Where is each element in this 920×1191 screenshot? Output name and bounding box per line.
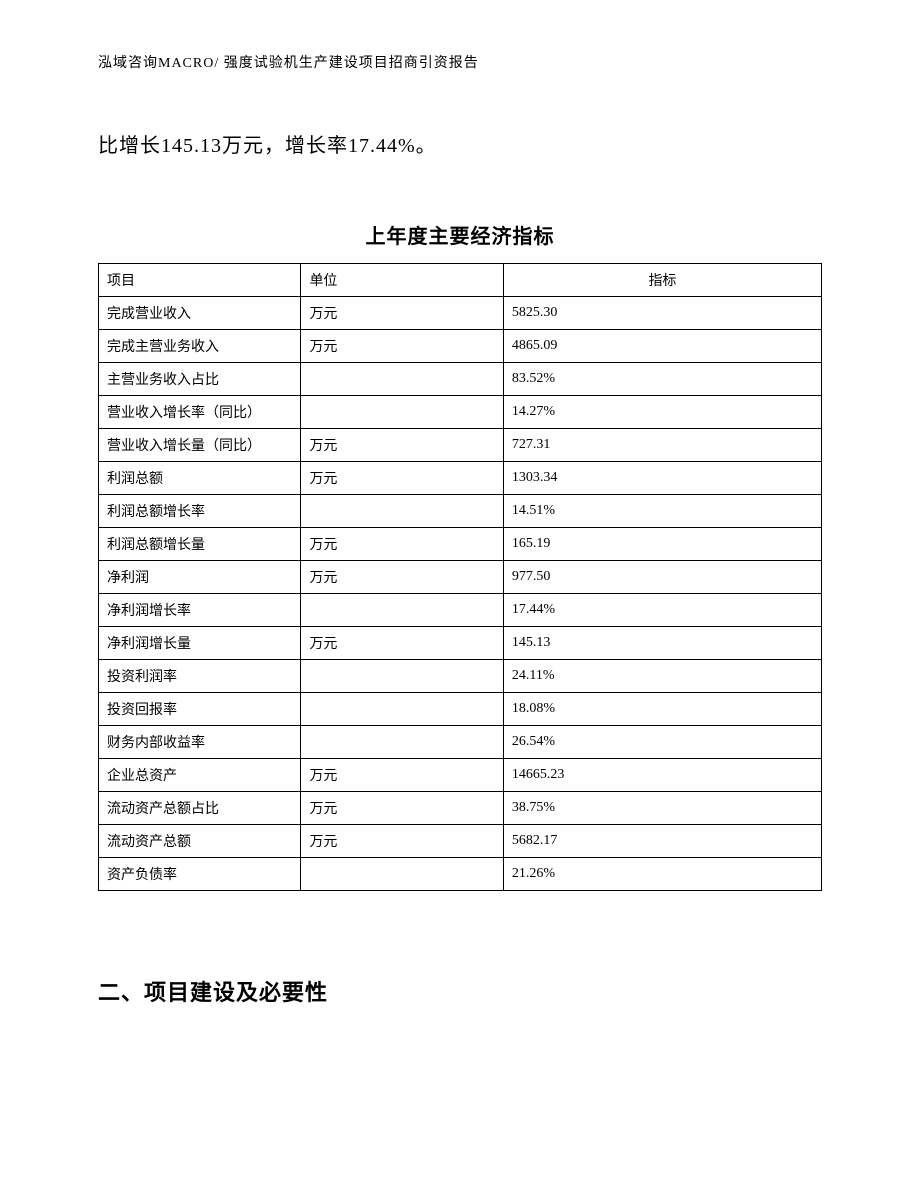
table-cell-unit xyxy=(301,726,503,759)
table-cell-item: 利润总额 xyxy=(99,462,301,495)
page-header: 泓域咨询MACRO/ 强度试验机生产建设项目招商引资报告 xyxy=(98,52,822,72)
table-cell-unit: 万元 xyxy=(301,627,503,660)
table-cell-value: 1303.34 xyxy=(503,462,821,495)
table-header-unit: 单位 xyxy=(301,264,503,297)
table-cell-item: 完成主营业务收入 xyxy=(99,330,301,363)
table-cell-value: 17.44% xyxy=(503,594,821,627)
table-cell-unit: 万元 xyxy=(301,528,503,561)
table-cell-item: 营业收入增长率（同比） xyxy=(99,396,301,429)
table-row: 完成营业收入万元5825.30 xyxy=(99,297,822,330)
table-row: 净利润增长率 17.44% xyxy=(99,594,822,627)
table-cell-value: 5682.17 xyxy=(503,825,821,858)
table-row: 利润总额万元1303.34 xyxy=(99,462,822,495)
table-cell-value: 165.19 xyxy=(503,528,821,561)
table-cell-unit: 万元 xyxy=(301,561,503,594)
table-row: 投资回报率 18.08% xyxy=(99,693,822,726)
table-row: 流动资产总额占比万元38.75% xyxy=(99,792,822,825)
table-cell-value: 727.31 xyxy=(503,429,821,462)
table-row: 净利润增长量万元145.13 xyxy=(99,627,822,660)
table-cell-unit: 万元 xyxy=(301,297,503,330)
table-header-value: 指标 xyxy=(503,264,821,297)
table-cell-value: 14665.23 xyxy=(503,759,821,792)
table-cell-unit: 万元 xyxy=(301,330,503,363)
table-row: 营业收入增长量（同比）万元727.31 xyxy=(99,429,822,462)
economics-table: 项目 单位 指标 完成营业收入万元5825.30完成主营业务收入万元4865.0… xyxy=(98,263,822,891)
table-cell-item: 资产负债率 xyxy=(99,858,301,891)
table-cell-value: 4865.09 xyxy=(503,330,821,363)
table-cell-unit: 万元 xyxy=(301,792,503,825)
table-cell-item: 利润总额增长率 xyxy=(99,495,301,528)
table-cell-item: 企业总资产 xyxy=(99,759,301,792)
table-cell-value: 21.26% xyxy=(503,858,821,891)
table-cell-unit xyxy=(301,660,503,693)
table-cell-unit xyxy=(301,495,503,528)
table-row: 净利润万元977.50 xyxy=(99,561,822,594)
table-cell-unit xyxy=(301,396,503,429)
table-row: 营业收入增长率（同比） 14.27% xyxy=(99,396,822,429)
table-row: 企业总资产万元14665.23 xyxy=(99,759,822,792)
table-header-row: 项目 单位 指标 xyxy=(99,264,822,297)
table-cell-item: 营业收入增长量（同比） xyxy=(99,429,301,462)
table-cell-value: 18.08% xyxy=(503,693,821,726)
table-header-item: 项目 xyxy=(99,264,301,297)
table-cell-unit: 万元 xyxy=(301,429,503,462)
table-cell-value: 83.52% xyxy=(503,363,821,396)
table-row: 财务内部收益率 26.54% xyxy=(99,726,822,759)
table-row: 完成主营业务收入万元4865.09 xyxy=(99,330,822,363)
table-cell-item: 净利润增长率 xyxy=(99,594,301,627)
table-cell-value: 24.11% xyxy=(503,660,821,693)
table-cell-unit: 万元 xyxy=(301,462,503,495)
table-cell-item: 主营业务收入占比 xyxy=(99,363,301,396)
table-row: 利润总额增长率 14.51% xyxy=(99,495,822,528)
table-row: 主营业务收入占比 83.52% xyxy=(99,363,822,396)
table-cell-value: 14.27% xyxy=(503,396,821,429)
table-cell-item: 投资回报率 xyxy=(99,693,301,726)
table-cell-unit xyxy=(301,858,503,891)
table-cell-value: 38.75% xyxy=(503,792,821,825)
table-cell-item: 投资利润率 xyxy=(99,660,301,693)
table-cell-item: 净利润增长量 xyxy=(99,627,301,660)
table-cell-item: 流动资产总额 xyxy=(99,825,301,858)
body-paragraph: 比增长145.13万元，增长率17.44%。 xyxy=(98,128,822,164)
table-cell-unit: 万元 xyxy=(301,825,503,858)
table-row: 流动资产总额万元5682.17 xyxy=(99,825,822,858)
table-cell-value: 26.54% xyxy=(503,726,821,759)
table-cell-value: 5825.30 xyxy=(503,297,821,330)
table-row: 投资利润率 24.11% xyxy=(99,660,822,693)
table-cell-item: 财务内部收益率 xyxy=(99,726,301,759)
section-heading: 二、项目建设及必要性 xyxy=(98,975,822,1007)
table-cell-item: 利润总额增长量 xyxy=(99,528,301,561)
table-row: 资产负债率 21.26% xyxy=(99,858,822,891)
table-row: 利润总额增长量万元165.19 xyxy=(99,528,822,561)
table-cell-value: 145.13 xyxy=(503,627,821,660)
table-cell-item: 净利润 xyxy=(99,561,301,594)
table-cell-unit xyxy=(301,363,503,396)
table-title: 上年度主要经济指标 xyxy=(98,220,822,249)
table-cell-value: 977.50 xyxy=(503,561,821,594)
table-cell-item: 流动资产总额占比 xyxy=(99,792,301,825)
table-cell-unit xyxy=(301,594,503,627)
table-cell-item: 完成营业收入 xyxy=(99,297,301,330)
table-cell-value: 14.51% xyxy=(503,495,821,528)
table-cell-unit: 万元 xyxy=(301,759,503,792)
table-cell-unit xyxy=(301,693,503,726)
